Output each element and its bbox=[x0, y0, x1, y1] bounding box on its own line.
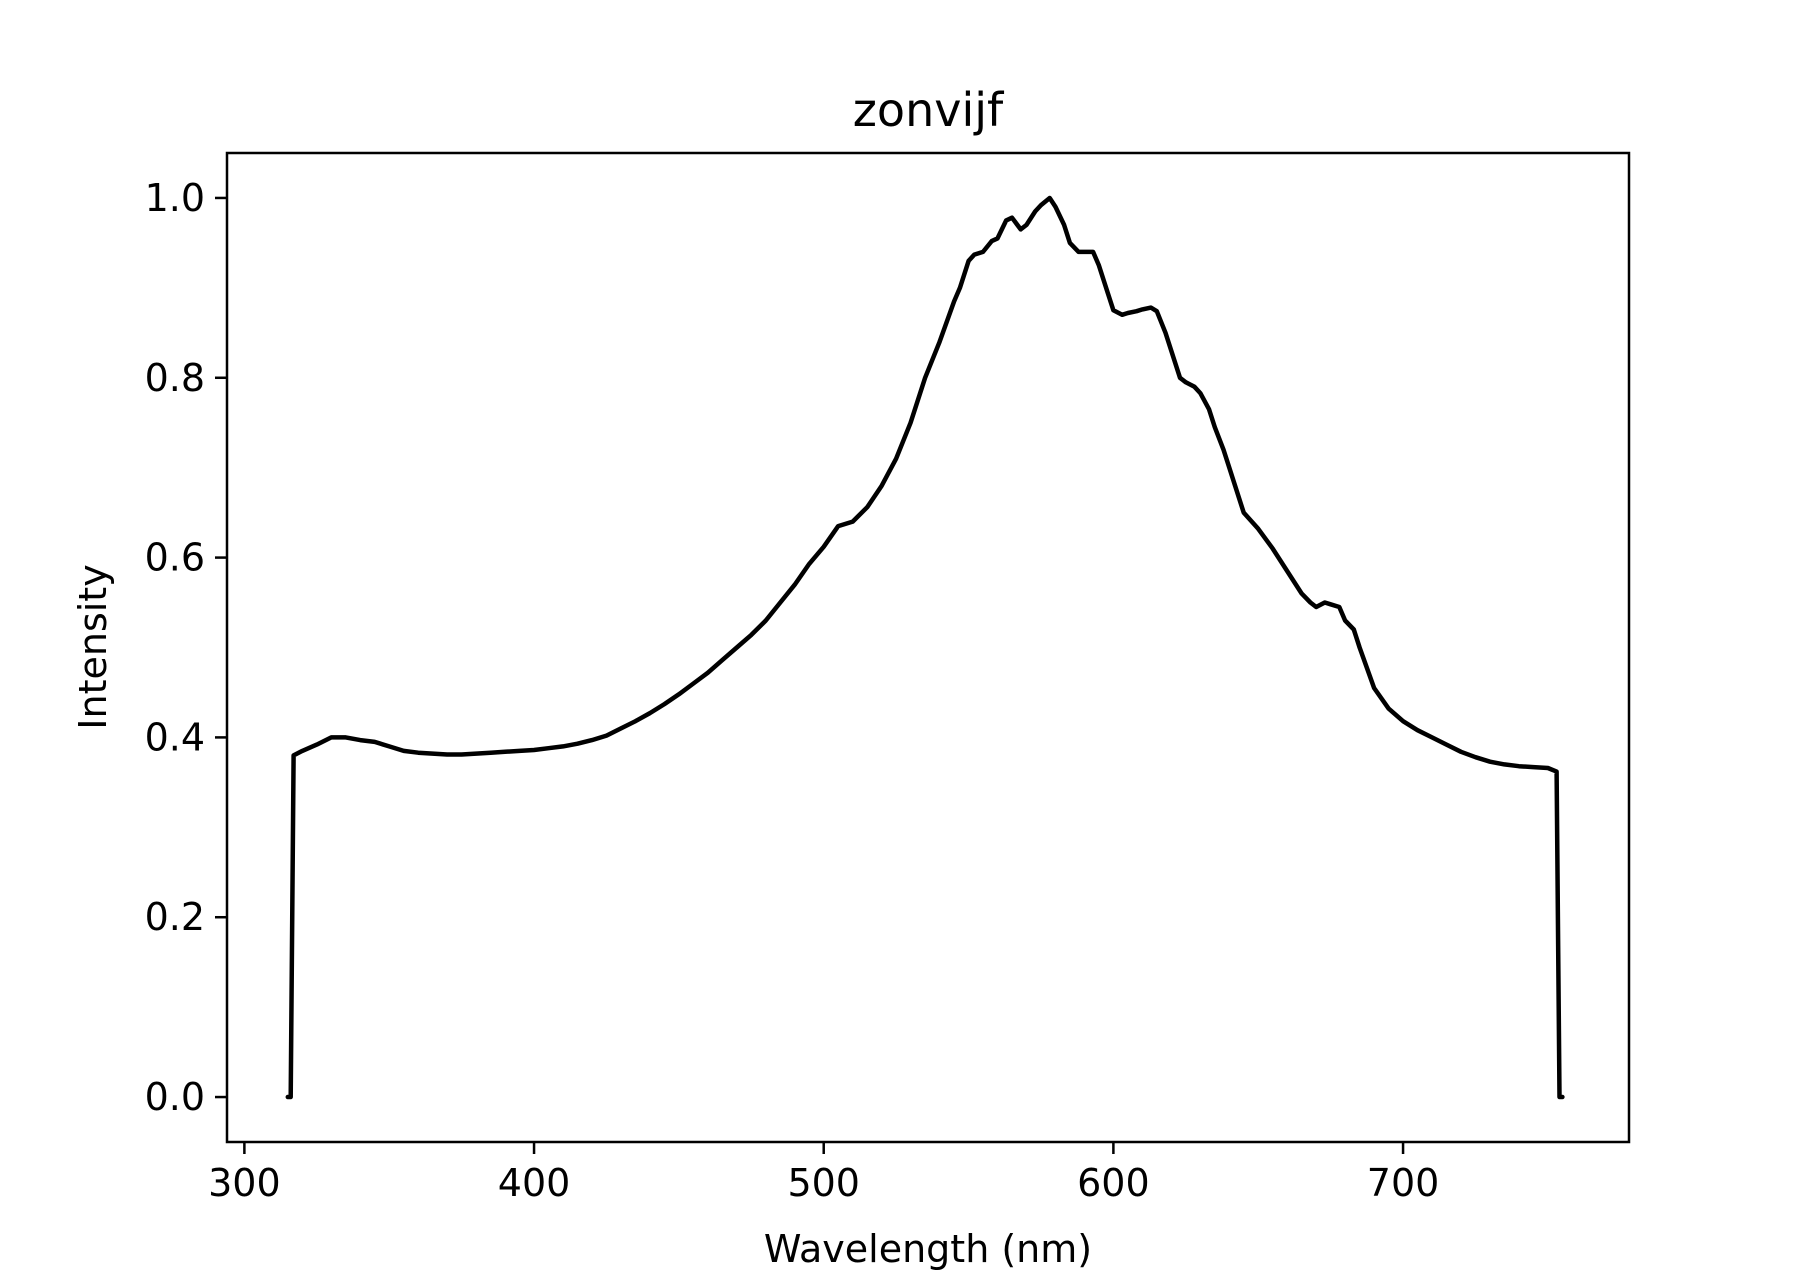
x-tick-label: 700 bbox=[1367, 1161, 1440, 1205]
y-axis-label: Intensity bbox=[71, 564, 115, 729]
x-tick-label: 600 bbox=[1077, 1161, 1150, 1205]
series-line bbox=[285, 195, 1565, 1100]
y-tick-label: 0.4 bbox=[145, 715, 205, 759]
plot-frame bbox=[225, 151, 1631, 1144]
y-tick-label: 0.8 bbox=[145, 356, 205, 400]
y-tick-label: 1.0 bbox=[145, 176, 205, 220]
data-layer bbox=[285, 195, 1565, 1100]
x-tick-label: 500 bbox=[787, 1161, 860, 1205]
y-tick-label: 0.0 bbox=[145, 1075, 205, 1119]
y-tick-label: 0.2 bbox=[145, 895, 205, 939]
y-tick-label: 0.6 bbox=[145, 536, 205, 580]
plot-area bbox=[225, 151, 1631, 1144]
x-axis: 300 400 500 600 700 bbox=[208, 1142, 1439, 1205]
x-tick-label: 300 bbox=[208, 1161, 281, 1205]
x-tick-label: 400 bbox=[498, 1161, 571, 1205]
chart-title: zonvijf bbox=[853, 83, 1005, 137]
x-axis-label: Wavelength (nm) bbox=[764, 1227, 1092, 1271]
y-axis: 0.0 0.2 0.4 0.6 0.8 1.0 bbox=[145, 176, 227, 1119]
